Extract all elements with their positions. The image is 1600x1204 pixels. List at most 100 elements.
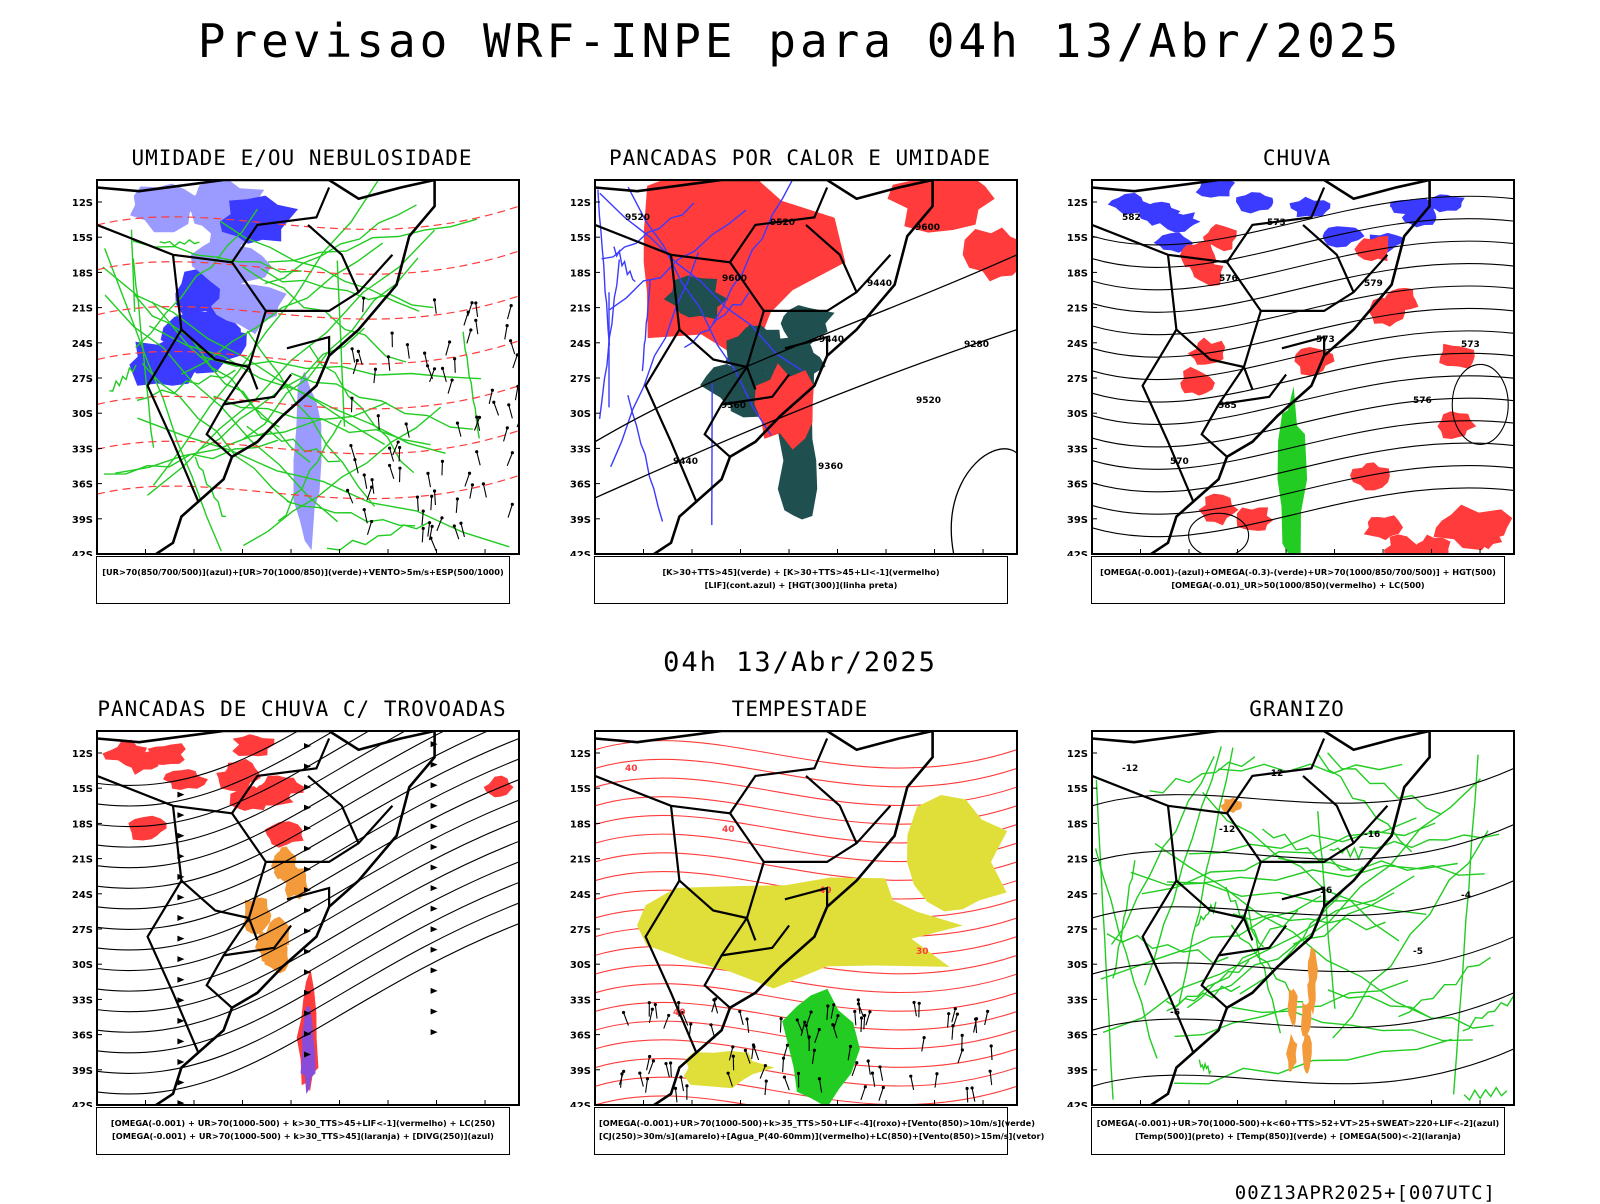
wind-vector-head (685, 1084, 688, 1087)
legend-line: [UR>70(850/700/500)](azul)+[UR>70(1000/8… (101, 566, 505, 579)
wind-vector-head (648, 1001, 651, 1004)
lat-tick-label: 33S (72, 444, 93, 455)
wind-vector-head (855, 1061, 858, 1064)
wind-vector-head (492, 401, 495, 404)
wind-vector-head (356, 359, 359, 362)
wind-vector-head (654, 1003, 657, 1006)
legend-box: [OMEGA(-0.001)+UR>70(1000-500)+k>35_TTS>… (594, 1107, 1008, 1155)
wind-vector-head (459, 522, 462, 525)
wind-vector-head (397, 440, 400, 443)
wind-vector-head (374, 368, 377, 371)
wind-vector-head (423, 352, 426, 355)
lat-tick-label: 15S (72, 233, 93, 244)
lat-tick-label: 24S (72, 339, 93, 350)
legend-line: [LIF](cont.azul) + [HGT(300)](linha pret… (599, 579, 1003, 592)
lat-tick-label: 24S (1067, 890, 1088, 901)
lat-tick-label: 36S (570, 480, 591, 491)
wind-vector-head (744, 1049, 747, 1052)
lat-tick-label: 30S (570, 960, 591, 971)
wind-vector-head (511, 503, 514, 506)
wind-vector-head (965, 1087, 968, 1090)
lat-tick-label: 15S (72, 784, 93, 795)
wind-vector-head (989, 1070, 992, 1073)
contour-label: -12 (1219, 825, 1235, 835)
wind-vector-head (797, 1072, 800, 1075)
wind-vector-head (918, 1002, 921, 1005)
wind-vector-head (622, 1070, 625, 1073)
wind-vector-head (709, 1023, 712, 1026)
contour-label: 9360 (818, 462, 843, 472)
contour-label: 9520 (916, 396, 941, 406)
lat-tick-label: 42S (72, 550, 93, 556)
legend-line: [K>30+TTS>45](verde) + [K>30+TTS>45+LI<-… (599, 566, 1003, 579)
contour-label: 9280 (964, 340, 989, 350)
wind-vector-head (782, 1057, 785, 1060)
lat-tick-label: 42S (1067, 550, 1088, 556)
wind-vector-head (727, 1072, 730, 1075)
legend-line: [OMEGA(-0.001)+UR>70(1000-500)+k<60+TTS>… (1096, 1117, 1500, 1130)
wind-vector-head (714, 997, 717, 1000)
wind-vector-head (947, 1012, 950, 1015)
wind-vector (671, 1063, 672, 1077)
lat-tick-label: 15S (570, 784, 591, 795)
wind-vector-head (818, 1077, 821, 1080)
wind-vector-head (836, 1014, 839, 1017)
contour-label: -5 (1413, 947, 1423, 957)
lat-tick-label: 21S (72, 855, 93, 866)
wind-vector-head (912, 1001, 915, 1004)
wind-vector (780, 1019, 781, 1033)
lat-tick-label: 18S (570, 268, 591, 279)
contour-label: 9520 (625, 213, 650, 223)
wind-vector-head (882, 1086, 885, 1089)
wind-vector-head (429, 537, 432, 540)
wind-vector-head (433, 298, 436, 301)
wind-vector-head (346, 489, 349, 492)
wind-vector (455, 359, 456, 373)
wind-vector-head (805, 1024, 808, 1027)
wind-vector-head (441, 367, 444, 370)
legend-line: [Temp(500)](preto) + [Temp(850)](verde) … (1096, 1130, 1500, 1143)
wind-vector-head (506, 324, 509, 327)
lat-tick-label: 24S (72, 890, 93, 901)
wind-vector-head (679, 1075, 682, 1078)
contour-label: 570 (1170, 457, 1189, 467)
lat-tick-label: 12S (72, 749, 93, 760)
wind-vector-head (867, 1059, 870, 1062)
lat-tick-label: 39S (1067, 515, 1088, 526)
lat-tick-label: 27S (72, 374, 93, 385)
wind-vector-head (357, 350, 360, 353)
wind-vector-head (456, 422, 459, 425)
lat-tick-label: 12S (570, 749, 591, 760)
lat-tick-label: 39S (72, 1066, 93, 1077)
lat-tick-label: 39S (570, 1066, 591, 1077)
wind-vector-head (456, 497, 459, 500)
lat-tick-label: 30S (72, 409, 93, 420)
lat-tick-label: 21S (1067, 304, 1088, 315)
lat-tick-label: 18S (1067, 819, 1088, 830)
wind-vector-head (450, 379, 453, 382)
lat-tick-label: 24S (570, 339, 591, 350)
lat-tick-label: 24S (570, 890, 591, 901)
lat-tick-label: 33S (1067, 995, 1088, 1006)
legend-line: [CJ(250)>30m/s](amarelo)+[Agua_P(40-60mm… (599, 1130, 1003, 1143)
wind-vector-head (506, 426, 509, 429)
wind-vector-head (398, 467, 401, 470)
contour-label: 576 (1413, 396, 1432, 406)
wind-vector-head (453, 524, 456, 527)
wind-vector-head (353, 458, 356, 461)
contour-label: -4 (1461, 891, 1471, 901)
wind-vector-head (370, 520, 373, 523)
lat-tick-label: 18S (1067, 268, 1088, 279)
lat-tick-label: 33S (1067, 444, 1088, 455)
wind-vector-head (868, 1010, 871, 1013)
map-plot: 404040304012S15S18S21S24S27S30S33S36S39S… (562, 697, 1038, 1107)
wind-vector-head (388, 446, 391, 449)
wind-vector-head (923, 1036, 926, 1039)
contour-label: -12 (1122, 764, 1138, 774)
lat-tick-label: 21S (1067, 855, 1088, 866)
wind-vector-head (471, 483, 474, 486)
lat-tick-label: 18S (570, 819, 591, 830)
lat-tick-label: 30S (1067, 409, 1088, 420)
